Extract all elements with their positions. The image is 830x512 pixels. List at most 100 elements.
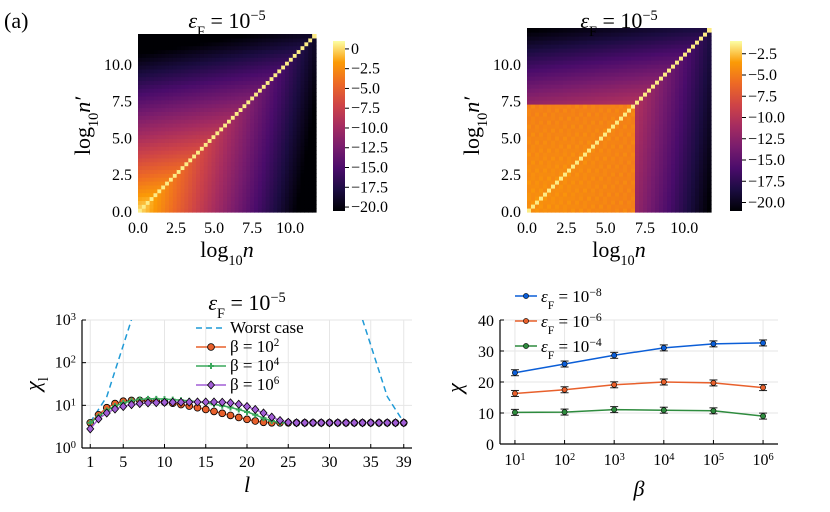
heatmap-cell bbox=[161, 134, 166, 140]
heatmap-cell bbox=[635, 68, 640, 73]
heatmap-cell bbox=[555, 128, 560, 133]
heatmap-cell bbox=[203, 119, 209, 124]
heatmap-cell bbox=[555, 180, 560, 185]
heatmap-cell bbox=[587, 132, 592, 137]
heatmap-cell bbox=[308, 150, 313, 155]
heatmap-cell bbox=[223, 157, 228, 163]
heatmap-cell bbox=[138, 72, 143, 78]
heatmap-cell bbox=[567, 32, 572, 37]
heatmap-cell bbox=[138, 92, 143, 97]
heatmap-cell bbox=[230, 64, 236, 70]
heatmap-cell bbox=[242, 138, 247, 143]
heatmap-right-panel: 0.0 2.5 5.0 7.5 10.00.02.55.07.510.0−2.5−5.0… bbox=[459, 8, 785, 269]
heatmap-cell bbox=[699, 56, 704, 61]
heatmap-cell bbox=[281, 146, 286, 151]
heatmap-cell bbox=[635, 72, 640, 77]
heatmap-cell bbox=[583, 48, 588, 53]
heatmap-cell bbox=[559, 48, 564, 53]
data-point bbox=[366, 418, 375, 428]
heatmap-cell bbox=[246, 95, 251, 101]
heatmap-cell bbox=[703, 192, 708, 197]
heatmap-cell bbox=[623, 188, 628, 193]
heatmap-cell bbox=[254, 161, 259, 167]
heatmap-cell bbox=[227, 200, 232, 205]
heatmap-cell bbox=[288, 196, 294, 201]
heatmap-cell bbox=[691, 128, 696, 133]
heatmap-cell bbox=[703, 72, 708, 77]
heatmap-cell bbox=[527, 72, 532, 77]
heatmap-cell bbox=[607, 196, 612, 201]
heatmap-left-panel: 0.0 2.5 5.0 7.5 10.00.02.55.07.510.00−2.5−5.… bbox=[70, 8, 388, 269]
heatmap-cell bbox=[308, 34, 313, 39]
heatmap-cell bbox=[695, 72, 700, 77]
heatmap-cell bbox=[308, 76, 313, 82]
heatmap-cell bbox=[250, 57, 255, 62]
heatmap-cell bbox=[192, 72, 197, 78]
heatmap-cell bbox=[675, 156, 680, 161]
heatmap-cell bbox=[555, 200, 560, 205]
heatmap-cell bbox=[161, 99, 166, 105]
heatmap-cell bbox=[623, 124, 628, 129]
heatmap-cell bbox=[254, 192, 259, 198]
heatmap-cell bbox=[567, 164, 572, 169]
heatmap-cell bbox=[611, 96, 616, 101]
heatmap-cell bbox=[261, 61, 267, 66]
heatmap-cell bbox=[265, 37, 271, 43]
heatmap-cell bbox=[587, 116, 592, 121]
heatmap-cell bbox=[607, 80, 612, 85]
heatmap-cell bbox=[308, 169, 313, 174]
heatmap-cell bbox=[687, 120, 692, 125]
heatmap-cell bbox=[591, 100, 596, 105]
heatmap-cell bbox=[567, 72, 572, 77]
y-tick-label: 102 bbox=[55, 354, 76, 372]
heatmap-cell bbox=[304, 169, 309, 174]
heatmap-cell bbox=[196, 146, 201, 151]
heatmap-cell bbox=[257, 37, 263, 43]
heatmap-cell bbox=[192, 64, 197, 70]
heatmap-cell bbox=[153, 41, 158, 47]
heatmap-cell bbox=[285, 53, 290, 58]
heatmap-cell bbox=[269, 76, 275, 82]
heatmap-cell bbox=[555, 100, 560, 105]
heatmap-cell bbox=[277, 45, 282, 51]
heatmap-cell bbox=[655, 72, 660, 77]
heatmap-cell bbox=[157, 153, 162, 159]
heatmap-cell bbox=[559, 136, 564, 141]
heatmap-cell bbox=[667, 208, 672, 213]
heatmap-cell bbox=[579, 192, 584, 197]
heatmap-cell bbox=[180, 169, 186, 174]
heatmap-cell bbox=[643, 80, 648, 85]
heatmap-cell bbox=[563, 132, 568, 137]
heatmap-cell bbox=[679, 72, 684, 77]
heatmap-cell bbox=[667, 116, 672, 121]
chart-title: εF = 10−5 bbox=[208, 290, 285, 322]
heatmap-cell bbox=[595, 68, 600, 73]
heatmap-cell bbox=[659, 172, 664, 177]
heatmap-cell bbox=[199, 76, 205, 82]
heatmap-cell bbox=[304, 61, 309, 66]
heatmap-cell bbox=[551, 192, 556, 197]
heatmap-cell bbox=[707, 192, 712, 197]
heatmap-cell bbox=[671, 84, 676, 89]
heatmap-cell bbox=[161, 115, 166, 120]
heatmap-cell bbox=[635, 156, 640, 161]
heatmap-cell bbox=[619, 176, 624, 181]
heatmap-cell bbox=[308, 130, 313, 136]
heatmap-cell bbox=[631, 104, 636, 109]
colorbar-tick-label: −2.5 bbox=[351, 61, 380, 78]
heatmap-cell bbox=[277, 126, 282, 132]
heatmap-cell bbox=[531, 52, 536, 57]
heatmap-cell bbox=[647, 36, 652, 41]
heatmap-cell bbox=[312, 177, 317, 182]
heatmap-cell bbox=[176, 80, 182, 85]
heatmap-cell bbox=[141, 192, 147, 198]
heatmap-cell bbox=[292, 119, 298, 124]
heatmap-cell bbox=[145, 134, 151, 140]
heatmap-cell bbox=[571, 200, 576, 205]
heatmap-cell bbox=[203, 64, 209, 70]
heatmap-cell bbox=[551, 96, 556, 101]
heatmap-cell bbox=[579, 168, 584, 173]
heatmap-cell bbox=[300, 76, 305, 82]
heatmap-cell bbox=[691, 48, 696, 53]
heatmap-cell bbox=[312, 126, 317, 132]
